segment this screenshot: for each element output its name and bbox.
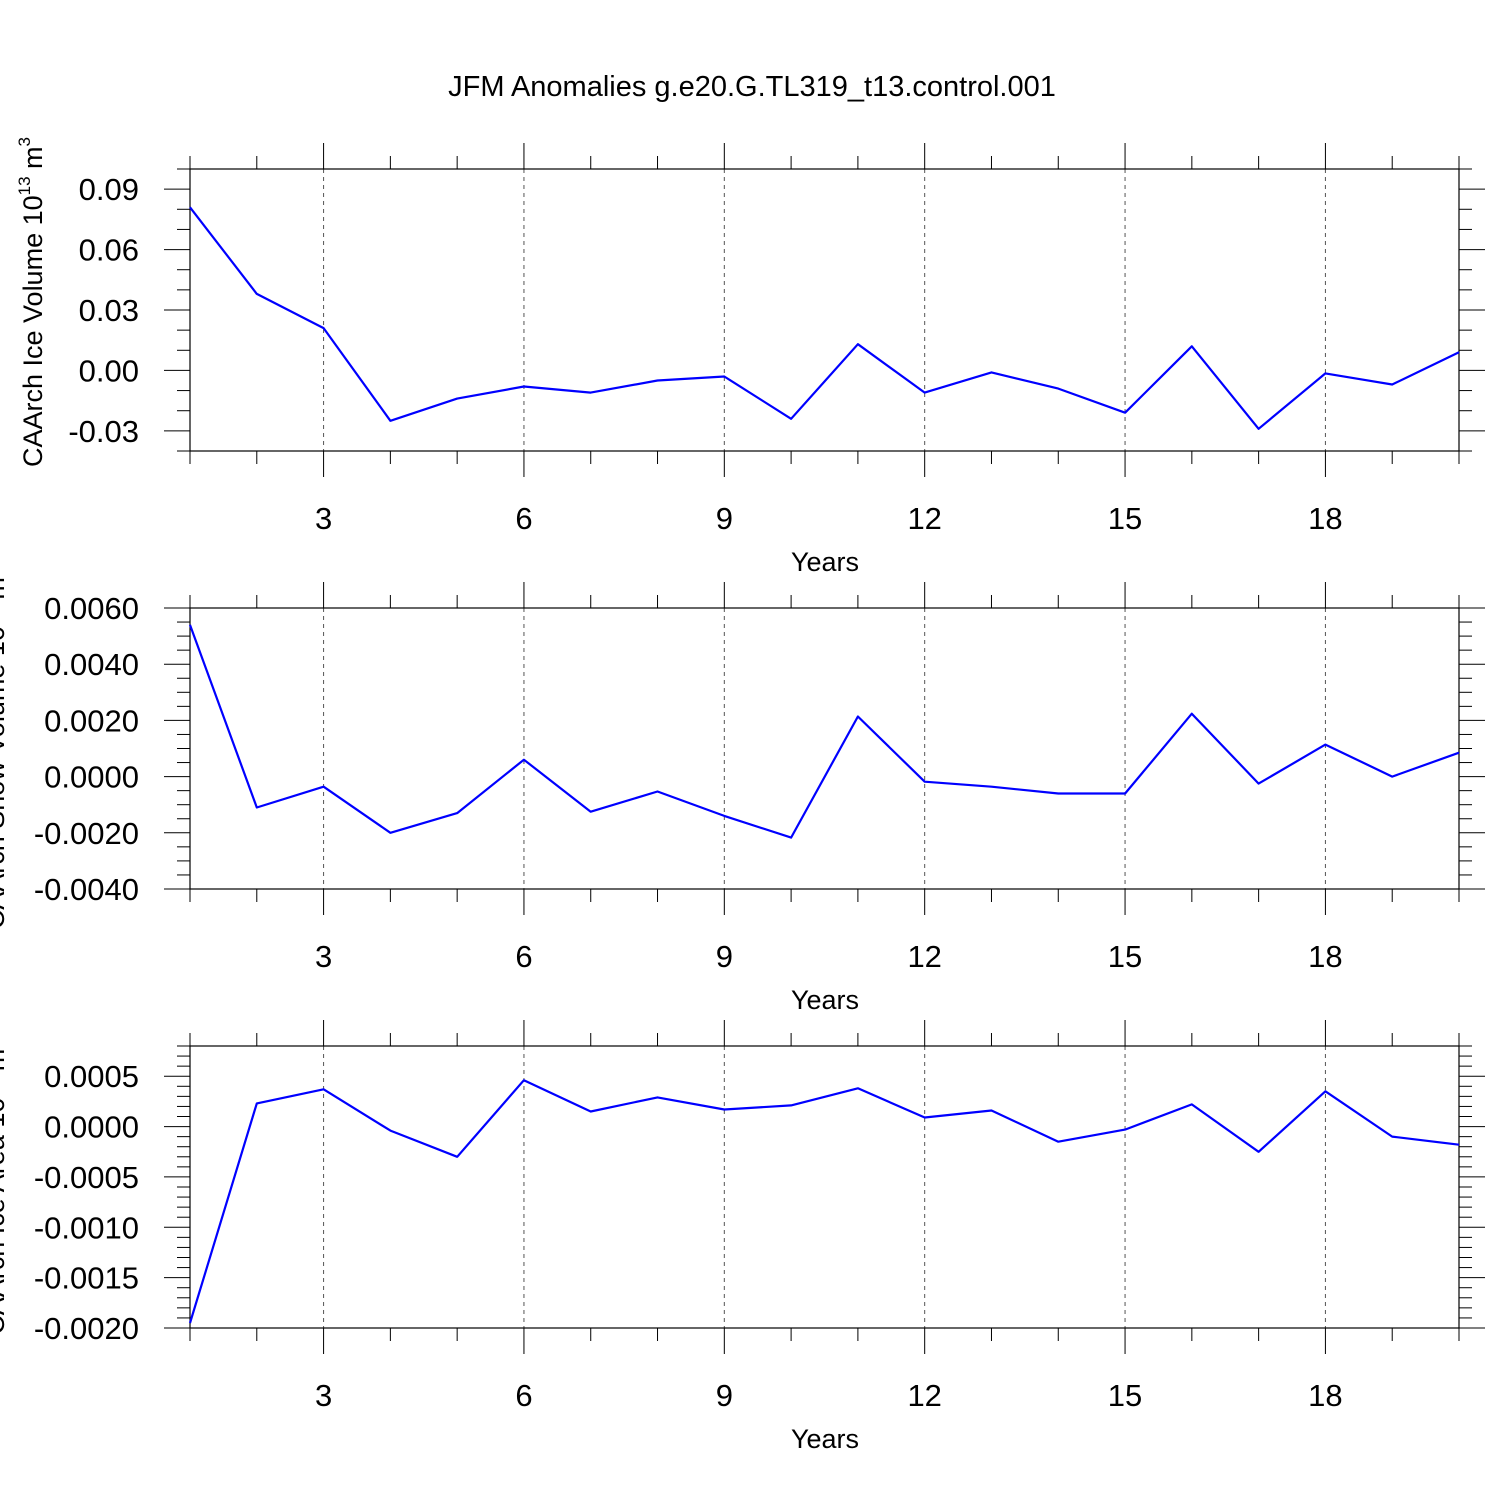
x-tick-label: 12	[907, 501, 941, 536]
panel-1: 3 6 9 12 15 18 -0.03 0.00 0.03 0.06 0.09 Years CAArc…	[15, 137, 1485, 577]
x-tick-label: 18	[1308, 1378, 1342, 1413]
x-tick-label: 12	[907, 939, 941, 974]
data-series-line	[188, 624, 1460, 839]
y-tick-label: -0.03	[68, 414, 139, 449]
x-tick-label: 9	[716, 939, 733, 974]
panel-3: 3 6 9 12 15 18 -0.0020 -0.0015 -0.0010 -0.0005 0.0…	[0, 1020, 1485, 1454]
y-tick-label: 0.0000	[44, 1110, 139, 1145]
data-series-line	[188, 1079, 1460, 1324]
y-tick-label: 0.0060	[44, 591, 139, 626]
y-axis-label: CAArch Ice Area 1013 m2	[0, 1039, 10, 1335]
y-tick-label: -0.0040	[34, 872, 139, 907]
y-tick-label: 0.0005	[44, 1059, 139, 1094]
y-label-unit: m	[0, 1049, 10, 1079]
y-tick-label: 0.06	[79, 233, 139, 268]
y-label-unit: m	[18, 146, 48, 176]
x-tick-label: 18	[1308, 501, 1342, 536]
panel-2: 3 6 9 12 15 18 -0.0040 -0.0020 0.0000 0.0020 0.004…	[0, 568, 1485, 1015]
y-tick-label: 0.00	[79, 353, 139, 388]
y-axis-label: CAArch Ice Volume 1013 m3	[15, 137, 48, 467]
plot-frame	[189, 1045, 1460, 1329]
chart-title: JFM Anomalies g.e20.G.TL319_t13.control.…	[448, 71, 1056, 103]
x-tick-label: 18	[1308, 939, 1342, 974]
y-tick-label: -0.0010	[34, 1210, 139, 1245]
y-label-unit-exponent: 3	[15, 137, 34, 146]
y-label-main: CAArch Snow Volume 10	[0, 626, 10, 929]
x-tick-label: 6	[515, 939, 532, 974]
y-label-unit: m	[0, 577, 10, 607]
x-tick-label: 15	[1108, 939, 1142, 974]
x-tick-label: 15	[1108, 501, 1142, 536]
y-axis-label: CAArch Snow Volume 1013 m3	[0, 568, 10, 930]
x-tick-label: 6	[515, 501, 532, 536]
y-tick-label: 0.0000	[44, 760, 139, 795]
plot-frame	[189, 607, 1460, 890]
y-tick-label: -0.0020	[34, 816, 139, 851]
data-series-line	[189, 206, 1460, 430]
x-tick-label: 3	[315, 939, 332, 974]
x-tick-label: 15	[1108, 1378, 1142, 1413]
y-label-main: CAArch Ice Area 10	[0, 1098, 10, 1335]
y-tick-label: 0.0040	[44, 647, 139, 682]
y-tick-label: -0.0020	[34, 1311, 139, 1346]
y-tick-label: 0.09	[79, 172, 139, 207]
y-tick-label: 0.0020	[44, 703, 139, 738]
x-axis-label: Years	[791, 1424, 859, 1454]
x-tick-label: 6	[515, 1378, 532, 1413]
x-tick-label: 12	[907, 1378, 941, 1413]
y-label-main: CAArch Ice Volume 10	[18, 195, 48, 467]
x-axis-label: Years	[791, 547, 859, 577]
y-tick-label: 0.03	[79, 293, 139, 328]
y-tick-label: -0.0005	[34, 1160, 139, 1195]
plot-frame	[189, 168, 1460, 452]
y-tick-label: -0.0015	[34, 1261, 139, 1296]
x-tick-label: 9	[716, 1378, 733, 1413]
y-label-exponent: 13	[15, 176, 34, 195]
x-tick-label: 3	[315, 1378, 332, 1413]
x-tick-label: 9	[716, 501, 733, 536]
x-axis-label: Years	[791, 985, 859, 1015]
x-tick-label: 3	[315, 501, 332, 536]
